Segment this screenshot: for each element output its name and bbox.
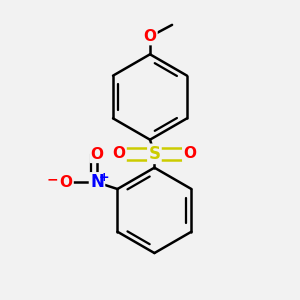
Text: O: O — [183, 146, 196, 161]
Text: +: + — [98, 171, 109, 184]
Text: O: O — [91, 147, 103, 162]
Text: N: N — [90, 173, 104, 191]
Text: O: O — [112, 146, 126, 161]
Text: O: O — [60, 175, 73, 190]
Text: O: O — [143, 29, 157, 44]
Text: −: − — [46, 172, 58, 186]
Text: S: S — [148, 145, 160, 163]
